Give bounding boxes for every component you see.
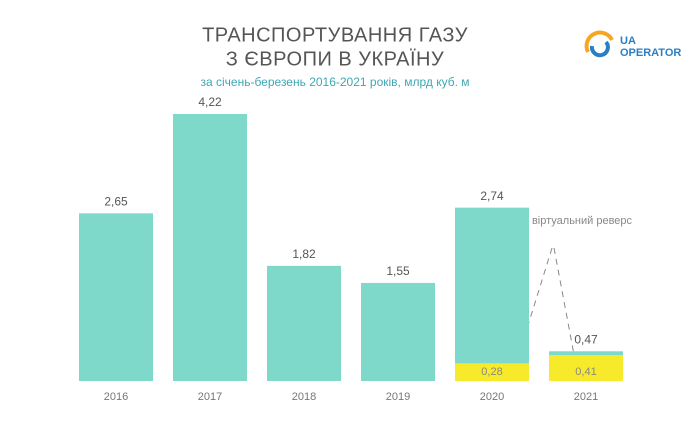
chart-title: ТРАНСПОРТУВАННЯ ГАЗУ <box>202 24 468 46</box>
x-tick-label: 2016 <box>104 391 128 403</box>
value-label: 0,47 <box>574 332 598 346</box>
annotation-line <box>553 247 576 361</box>
chart-title: З ЄВРОПИ В УКРАЇНУ <box>226 48 444 70</box>
x-tick-label: 2019 <box>386 391 410 403</box>
logo: UA OPERATOR <box>584 30 681 59</box>
value-label: 1,55 <box>386 264 410 278</box>
logo-arc <box>584 30 614 53</box>
value-label: 1,82 <box>292 247 316 261</box>
bar <box>549 355 623 381</box>
value-label: 2,74 <box>480 189 504 203</box>
annotation: віртуальний реверс <box>532 215 633 227</box>
value-label: 0,28 <box>481 366 502 378</box>
x-tick-label: 2018 <box>292 391 316 403</box>
value-label: 2,65 <box>104 195 128 209</box>
chart-subtitle: за січень-березень 2016-2021 років, млрд… <box>200 75 469 89</box>
logo-text: UA <box>620 35 636 47</box>
bar <box>173 114 247 381</box>
value-label: 0,41 <box>575 366 596 378</box>
bar <box>361 282 435 381</box>
bar <box>455 363 529 381</box>
x-tick-label: 2017 <box>198 391 222 403</box>
x-tick-label: 2021 <box>574 391 598 403</box>
bar <box>267 265 341 381</box>
bar <box>455 207 529 381</box>
logo-arc <box>589 40 610 58</box>
bar <box>79 213 153 381</box>
x-tick-label: 2020 <box>480 391 504 403</box>
value-label: 4,22 <box>198 95 222 109</box>
logo-text: OPERATOR <box>620 47 681 59</box>
